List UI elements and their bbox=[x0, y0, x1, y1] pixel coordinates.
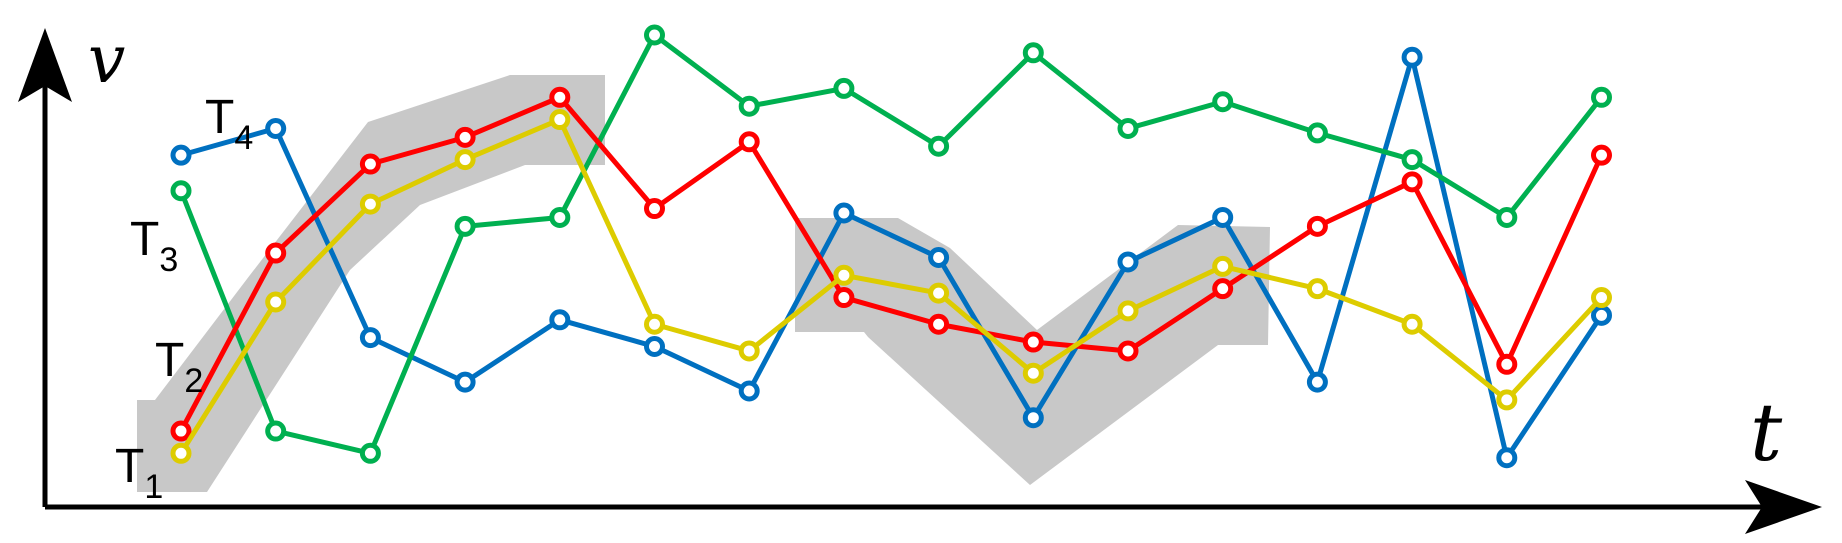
data-point bbox=[928, 313, 950, 335]
data-point bbox=[1022, 362, 1044, 384]
data-point bbox=[1591, 304, 1612, 326]
data-point bbox=[1022, 42, 1044, 64]
data-point bbox=[1496, 389, 1518, 411]
series-t1-4 bbox=[170, 109, 1612, 464]
series-t4-1 bbox=[170, 46, 1612, 469]
data-point bbox=[1496, 206, 1518, 228]
data-point bbox=[1306, 122, 1328, 144]
data-point bbox=[1212, 206, 1234, 228]
series-line bbox=[178, 117, 1604, 455]
data-point bbox=[454, 149, 476, 171]
data-point bbox=[833, 202, 855, 224]
x-axis-arrow bbox=[1745, 480, 1822, 534]
data-point bbox=[549, 109, 571, 131]
data-point bbox=[1212, 91, 1234, 113]
data-point bbox=[265, 117, 287, 139]
data-point bbox=[265, 242, 287, 264]
series-layer bbox=[170, 24, 1612, 469]
data-point bbox=[359, 153, 381, 175]
y-axis-label: v bbox=[88, 21, 125, 98]
data-point bbox=[549, 86, 571, 108]
data-point bbox=[1306, 371, 1328, 393]
data-point bbox=[1212, 278, 1234, 300]
data-point bbox=[644, 336, 665, 357]
series-labels: T4 T3 T2 T1 bbox=[115, 91, 253, 506]
data-point bbox=[833, 77, 855, 99]
data-point bbox=[170, 420, 192, 442]
data-point bbox=[738, 131, 760, 153]
data-point bbox=[1401, 46, 1423, 68]
highlight-regions bbox=[137, 75, 1270, 492]
series-line bbox=[178, 94, 1604, 433]
data-point bbox=[1117, 251, 1139, 273]
data-point bbox=[359, 193, 381, 215]
data-point bbox=[738, 95, 760, 117]
data-point bbox=[738, 340, 760, 362]
data-point bbox=[265, 420, 287, 442]
data-point bbox=[644, 313, 665, 335]
data-point bbox=[1117, 300, 1139, 322]
axes: v t bbox=[18, 21, 1822, 534]
data-point bbox=[1022, 331, 1044, 353]
series-label-t3: T3 bbox=[130, 213, 178, 279]
data-point bbox=[170, 442, 192, 464]
data-point bbox=[454, 215, 476, 237]
data-point bbox=[1401, 149, 1423, 171]
y-axis-arrow bbox=[18, 28, 72, 102]
highlight-band-1 bbox=[137, 75, 605, 492]
data-point bbox=[1401, 171, 1423, 193]
data-point bbox=[1496, 447, 1518, 469]
x-axis-label: t bbox=[1750, 386, 1783, 479]
series-label-t2: T2 bbox=[155, 334, 203, 400]
data-point bbox=[1117, 117, 1139, 139]
series-label-t1: T1 bbox=[115, 440, 163, 506]
data-point bbox=[1401, 313, 1423, 335]
series-label-t4: T4 bbox=[205, 91, 253, 157]
data-point bbox=[1496, 353, 1518, 375]
series-t2-3 bbox=[170, 86, 1612, 442]
data-point bbox=[833, 264, 855, 286]
data-point bbox=[1022, 407, 1044, 429]
data-point bbox=[454, 371, 476, 393]
data-point bbox=[1306, 278, 1328, 300]
data-point bbox=[1591, 86, 1612, 108]
data-point bbox=[738, 380, 760, 402]
data-point bbox=[170, 180, 192, 202]
data-point bbox=[1591, 287, 1612, 309]
series-line bbox=[180, 54, 1604, 461]
data-point bbox=[644, 24, 665, 46]
data-point bbox=[928, 247, 950, 268]
data-point bbox=[1212, 255, 1234, 277]
data-point bbox=[549, 206, 571, 228]
data-point bbox=[359, 442, 381, 464]
series-line bbox=[178, 32, 1604, 456]
data-point bbox=[644, 198, 665, 220]
data-point bbox=[170, 144, 192, 166]
data-point bbox=[454, 126, 476, 148]
data-point bbox=[928, 282, 950, 304]
data-point bbox=[1306, 215, 1328, 237]
data-point bbox=[549, 309, 571, 331]
data-point bbox=[265, 291, 287, 313]
data-point bbox=[928, 135, 950, 157]
data-point bbox=[833, 287, 855, 309]
data-point bbox=[359, 327, 381, 349]
data-point bbox=[1117, 340, 1139, 362]
data-point bbox=[1591, 144, 1612, 166]
series-t3-2 bbox=[170, 24, 1612, 464]
